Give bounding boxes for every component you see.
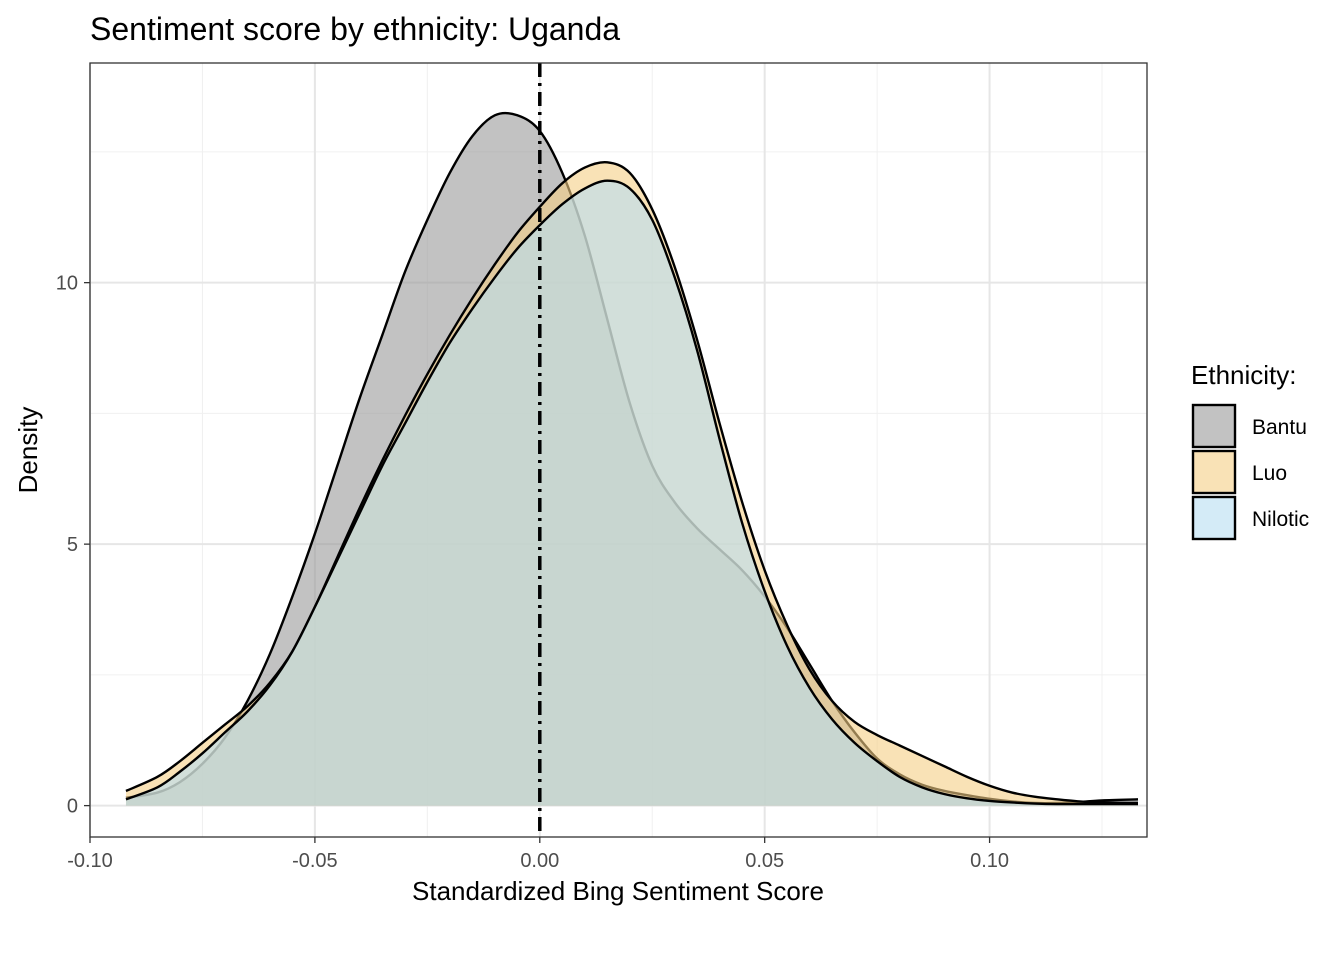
x-tick-label: 0.05 [745, 850, 784, 872]
x-tick-label: -0.10 [67, 850, 113, 872]
chart-title: Sentiment score by ethnicity: Uganda [90, 11, 620, 47]
density-line-nilotic [125, 179, 1138, 806]
x-tick-label: 0.10 [970, 850, 1009, 872]
legend-key-bantu [1191, 403, 1237, 449]
legend-key-nilotic [1191, 495, 1237, 541]
y-axis-title: Density [13, 407, 43, 494]
plot-border [89, 62, 1148, 838]
axis-ticks: -0.10 -0.05 0.00 0.05 0.10 0 5 10 [56, 273, 1009, 872]
y-tick-label: 0 [67, 796, 78, 818]
density-areas [125, 111, 1139, 806]
density-area-nilotic [125, 180, 1139, 806]
legend-label-luo: Luo [1252, 462, 1287, 485]
legend-key-luo [1191, 449, 1237, 495]
legend-title: Ethnicity: [1191, 360, 1297, 390]
y-tick-label: 5 [67, 534, 78, 556]
x-tick-label: 0.00 [520, 850, 559, 872]
x-tick-label: -0.05 [292, 850, 338, 872]
legend: Ethnicity: Bantu Luo Nilotic [1191, 360, 1309, 541]
legend-label-nilotic: Nilotic [1252, 508, 1309, 531]
x-axis-title: Standardized Bing Sentiment Score [412, 876, 824, 906]
y-tick-label: 10 [56, 273, 78, 295]
legend-items: Bantu Luo Nilotic [1191, 403, 1309, 541]
legend-label-bantu: Bantu [1252, 416, 1307, 439]
